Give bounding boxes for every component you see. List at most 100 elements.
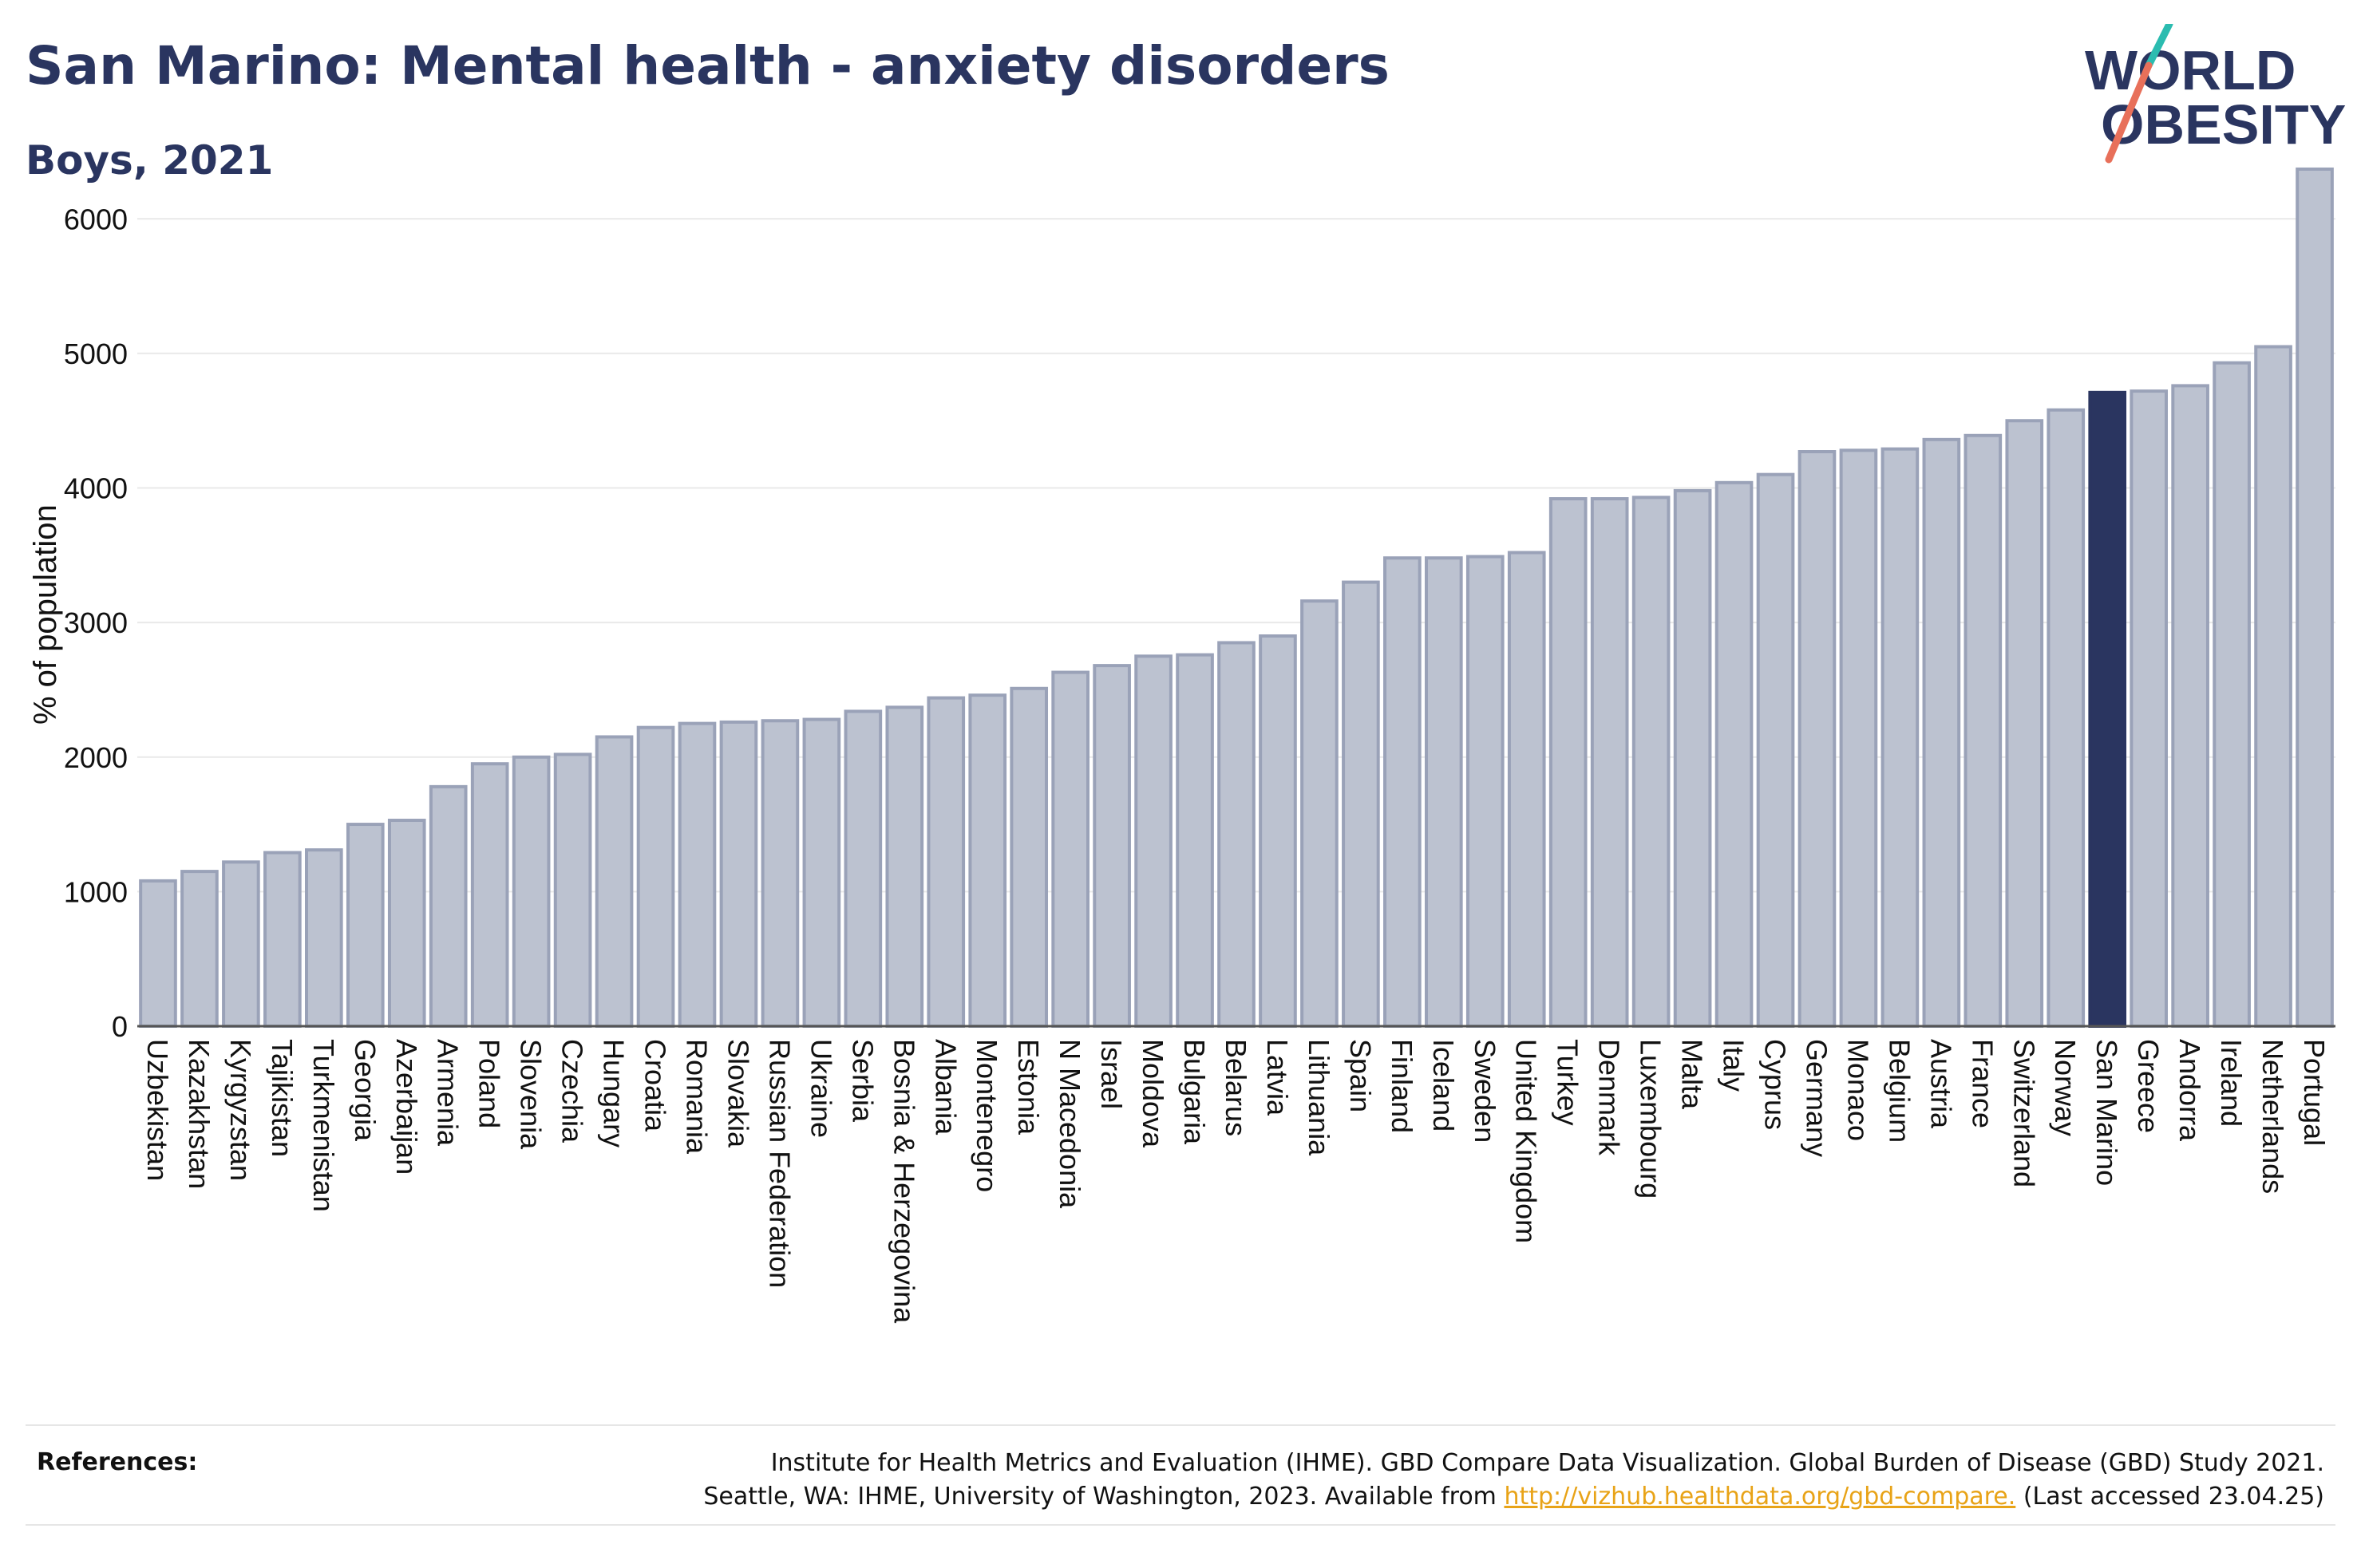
bar [2213,361,2251,1029]
x-axis-ticks: Uzbekistan Kazakhstan Kyrgyzstan Tajikistan… [141,1039,2331,1324]
x-tick-label: France [1966,1039,1999,1128]
x-tick-label: Serbia [846,1039,879,1123]
references-link[interactable]: http://vizhub.healthdata.org/gbd-compare… [1504,1483,2016,1511]
bar [429,784,468,1028]
y-tick-label: 0 [112,1010,128,1043]
x-tick-label: Hungary [598,1039,631,1147]
bar [1424,556,1463,1028]
x-tick-label: Moldova [1137,1039,1169,1148]
bar [1507,551,1546,1028]
bar [2171,384,2209,1029]
references-bottom-rule [26,1524,2335,1526]
x-tick-label: Switzerland [2007,1039,2040,1187]
references-top-rule [26,1424,2335,1426]
x-tick-label: Poland [473,1039,506,1128]
bar [387,819,426,1028]
references-line-1: Institute for Health Metrics and Evaluat… [770,1449,2324,1477]
y-tick-label: 3000 [64,606,128,639]
bar [1548,497,1588,1028]
x-tick-label: Sweden [1469,1039,1501,1143]
bar [1756,472,1795,1028]
x-tick-label: Latvia [1261,1039,1294,1116]
bar [2047,408,2086,1028]
bar [595,735,634,1028]
bar [222,860,260,1028]
x-tick-label: Turkey [1552,1039,1584,1126]
x-tick-label: Kazakhstan [183,1039,216,1189]
x-tick-label: Andorra [2173,1039,2206,1142]
bar [1839,448,1878,1028]
x-tick-label: Cyprus [1759,1039,1792,1130]
bar [1465,555,1505,1028]
bar [263,851,302,1029]
bar [636,725,675,1028]
x-tick-label: Lithuania [1303,1039,1335,1156]
bar [719,720,758,1029]
bar [346,823,385,1028]
bar [1300,599,1339,1028]
bar [1714,480,1754,1028]
bar [1051,670,1090,1029]
bar [1342,580,1380,1028]
x-tick-label: Netherlands [2256,1039,2289,1194]
x-tick-label: Malta [1676,1039,1709,1110]
bar-chart: 0 1000 2000 3000 4000 5000 6000 Uzbekistan Kaza… [28,167,2335,1324]
x-tick-label: Spain [1344,1039,1377,1112]
y-tick-label: 6000 [64,203,128,235]
x-tick-label: Norway [2049,1039,2082,1136]
x-tick-label: Albania [929,1039,962,1136]
logo-slash-coral [2105,61,2153,164]
bar [1217,641,1256,1028]
bar [470,762,509,1028]
bar [553,752,592,1028]
chart-title: San Marino: Mental health - anxiety diso… [26,35,1390,97]
bar [1093,664,1131,1028]
x-tick-label: Luxembourg [1635,1039,1667,1199]
x-tick-label: Italy [1718,1039,1750,1092]
bar [927,696,966,1029]
y-tick-label: 1000 [64,875,128,908]
bar [1134,654,1173,1028]
bar [1673,488,1712,1028]
x-tick-label: Iceland [1427,1039,1460,1132]
x-tick-label: Georgia [349,1039,382,1142]
references-line-2-suffix: (Last accessed 23.04.25) [2015,1483,2324,1511]
bar [1880,447,1920,1028]
bar [968,693,1007,1029]
bar [1922,437,1961,1028]
bar [885,705,924,1028]
bar-highlight [2088,390,2127,1028]
x-tick-label: Slovakia [722,1039,754,1148]
bar [139,879,177,1028]
x-tick-label: Kyrgyzstan [224,1039,257,1181]
bar [512,755,551,1028]
x-tick-label: United Kingdom [1510,1039,1543,1243]
logo-text-obesity: OBESITY [2101,93,2346,156]
logo-text-world: WORLD [2085,39,2296,101]
x-tick-label: Tajikistan [266,1039,299,1157]
bar [1383,556,1422,1028]
x-tick-label: Austria [1924,1039,1957,1129]
chart-subtitle: Boys, 2021 [26,137,274,184]
x-tick-label: Israel [1095,1039,1128,1109]
references-line-2: Seattle, WA: IHME, University of Washing… [568,1480,2324,1514]
bar [802,717,841,1029]
bar [180,870,219,1028]
x-tick-label: Belarus [1220,1039,1252,1136]
x-tick-label: Russian Federation [763,1039,796,1288]
x-tick-label: Bosnia & Herzegovina [888,1039,920,1324]
x-tick-label: Estonia [1012,1039,1045,1136]
bar [1797,450,1837,1028]
bar [1010,686,1049,1028]
bar [1590,497,1629,1028]
x-tick-label: San Marino [2090,1039,2123,1186]
x-tick-label: Ukraine [805,1039,837,1138]
x-tick-label: Slovenia [515,1039,548,1150]
x-tick-label: Finland [1386,1039,1418,1133]
world-obesity-logo: WORLD OBESITY [2085,24,2346,164]
x-tick-label: N Macedonia [1054,1039,1086,1209]
bar [1176,653,1214,1028]
bar [1964,433,2003,1028]
y-axis-label: % of population [28,504,63,725]
bar [1259,634,1297,1028]
